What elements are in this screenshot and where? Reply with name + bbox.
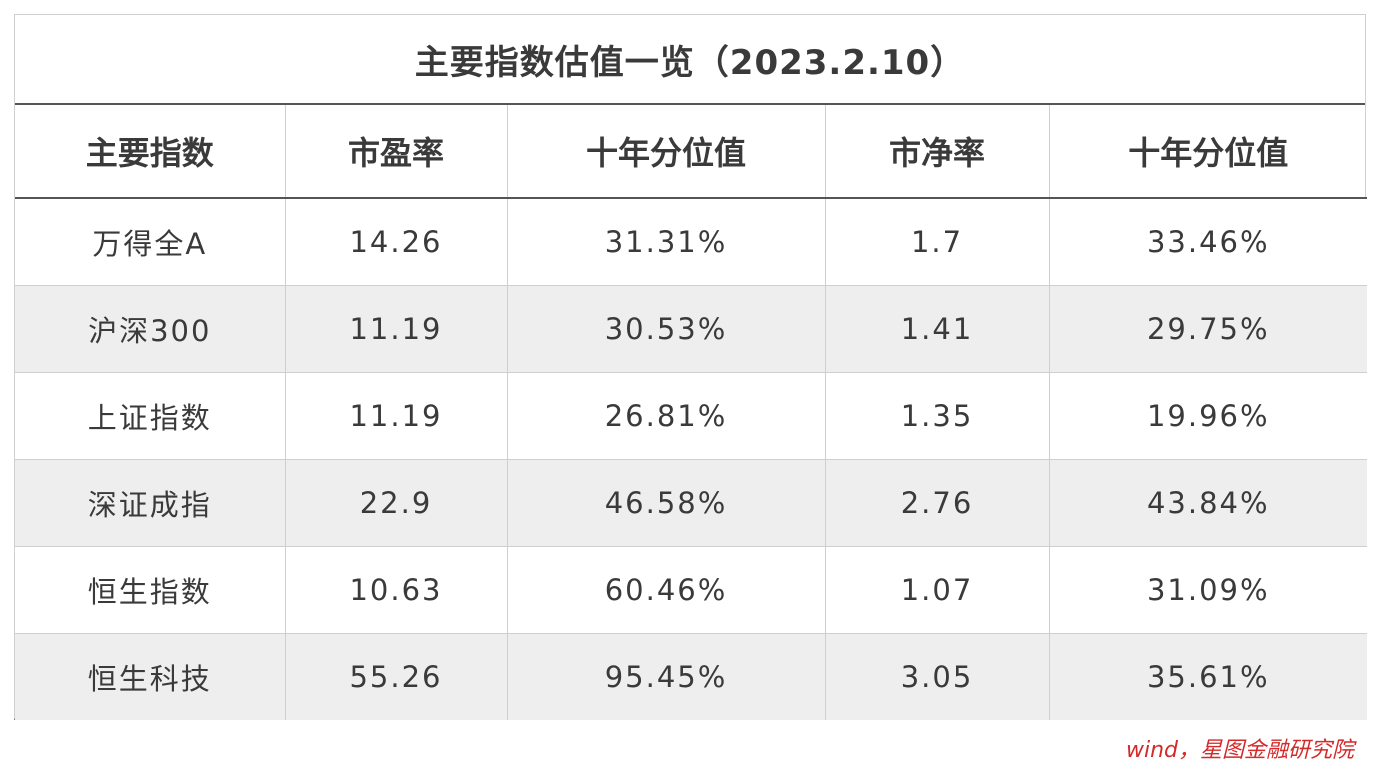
cell-pb: 1.7: [824, 198, 1049, 286]
cell-pe-percentile: 26.81%: [506, 372, 825, 460]
source-note: wind，星图金融研究院: [1125, 738, 1354, 763]
cell-pe-percentile: 60.46%: [506, 546, 825, 634]
table-row: 沪深300 11.19 30.53% 1.41 29.75%: [15, 285, 1367, 373]
cell-pe: 11.19: [284, 285, 507, 373]
cell-pe: 10.63: [284, 546, 507, 634]
cell-index-name: 恒生指数: [15, 546, 285, 634]
table-row: 上证指数 11.19 26.81% 1.35 19.96%: [15, 372, 1367, 460]
cell-pe-percentile: 46.58%: [506, 459, 825, 547]
cell-pb-percentile: 31.09%: [1048, 546, 1367, 634]
header-pb-percentile: 十年分位值: [1048, 105, 1367, 199]
header-pe: 市盈率: [284, 105, 507, 199]
cell-index-name: 万得全A: [15, 198, 285, 286]
cell-index-name: 恒生科技: [15, 633, 285, 720]
table-row: 深证成指 22.9 46.58% 2.76 43.84%: [15, 459, 1367, 547]
cell-pb: 1.41: [824, 285, 1049, 373]
cell-pb-percentile: 29.75%: [1048, 285, 1367, 373]
cell-index-name: 上证指数: [15, 372, 285, 460]
cell-pb: 3.05: [824, 633, 1049, 720]
cell-pb-percentile: 43.84%: [1048, 459, 1367, 547]
valuation-table: 主要指数 市盈率 十年分位值 市净率 十年分位值 万得全A 14.26 31.3…: [15, 105, 1367, 720]
header-index-name: 主要指数: [15, 105, 285, 199]
cell-pb-percentile: 19.96%: [1048, 372, 1367, 460]
valuation-table-frame: 主要指数估值一览（2023.2.10） 主要指数 市盈率 十年分位值 市净率 十…: [14, 14, 1367, 720]
table-title: 主要指数估值一览（2023.2.10）: [15, 15, 1365, 105]
cell-pb: 1.07: [824, 546, 1049, 634]
cell-index-name: 深证成指: [15, 459, 285, 547]
cell-pe-percentile: 95.45%: [506, 633, 825, 720]
table-row: 恒生指数 10.63 60.46% 1.07 31.09%: [15, 546, 1367, 634]
cell-index-name: 沪深300: [15, 285, 285, 373]
table-row: 恒生科技 55.26 95.45% 3.05 35.61%: [15, 633, 1367, 720]
cell-pb: 1.35: [824, 372, 1049, 460]
cell-pb-percentile: 35.61%: [1048, 633, 1367, 720]
cell-pe: 14.26: [284, 198, 507, 286]
header-pb: 市净率: [824, 105, 1049, 199]
cell-pe-percentile: 30.53%: [506, 285, 825, 373]
cell-pb-percentile: 33.46%: [1048, 198, 1367, 286]
header-row: 主要指数 市盈率 十年分位值 市净率 十年分位值: [15, 105, 1367, 199]
cell-pe-percentile: 31.31%: [506, 198, 825, 286]
header-pe-percentile: 十年分位值: [506, 105, 825, 199]
cell-pe: 11.19: [284, 372, 507, 460]
table-row: 万得全A 14.26 31.31% 1.7 33.46%: [15, 198, 1367, 286]
cell-pe: 22.9: [284, 459, 507, 547]
cell-pe: 55.26: [284, 633, 507, 720]
cell-pb: 2.76: [824, 459, 1049, 547]
